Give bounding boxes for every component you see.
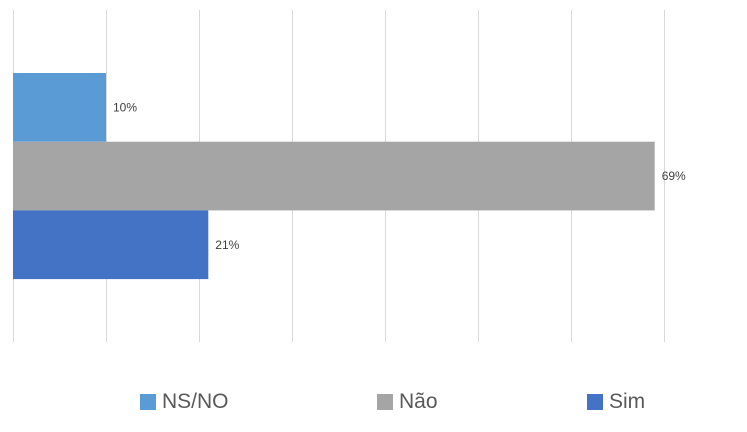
legend-item: Sim — [587, 390, 645, 414]
legend: NS/NO Não Sim — [0, 390, 747, 432]
data-label: 10% — [113, 100, 137, 114]
data-label: 69% — [662, 169, 686, 183]
legend-item: Não — [377, 390, 438, 414]
bar-n-o — [13, 141, 655, 211]
legend-swatch — [587, 394, 603, 410]
bar-sim — [13, 210, 209, 280]
legend-swatch — [140, 394, 156, 410]
legend-swatch — [377, 394, 393, 410]
legend-label: Não — [399, 390, 438, 413]
legend-label: NS/NO — [162, 390, 229, 413]
legend-label: Sim — [609, 390, 646, 413]
legend-item: NS/NO — [140, 390, 229, 414]
plot-area: 10% 69% 21% — [13, 10, 686, 342]
bar-ns-no — [13, 73, 106, 142]
data-label: 21% — [215, 238, 239, 252]
